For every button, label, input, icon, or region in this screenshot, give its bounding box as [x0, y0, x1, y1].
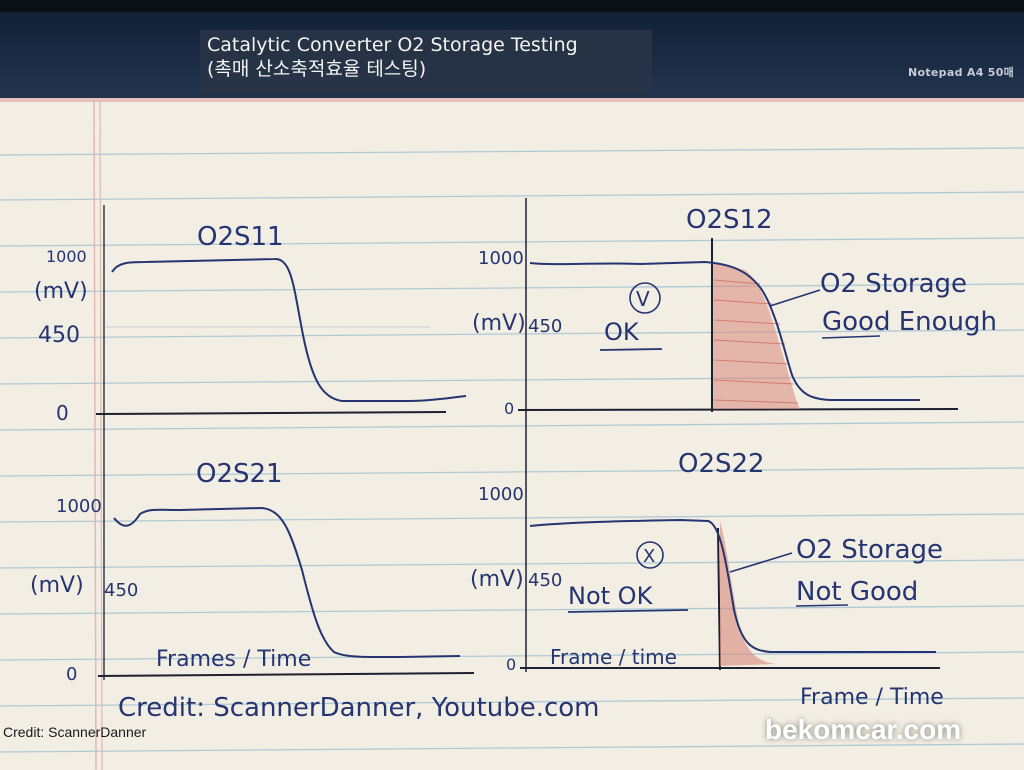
panel-title: O2S22 — [678, 449, 765, 479]
caption-box — [200, 30, 652, 94]
photo-credit: Credit: ScannerDanner — [3, 724, 147, 740]
paper-edge — [0, 98, 1024, 102]
note-underline — [821, 335, 881, 339]
o2-storage-shading — [720, 522, 776, 666]
panel-title: O2S12 — [686, 205, 773, 235]
y-unit-label: (mV) — [472, 311, 526, 336]
caption-line-2: (촉매 산소축적효율 테스팅) — [207, 58, 427, 80]
panel-o2s21: O2S21 1000 (mV) 450 0 Frames / Time — [30, 459, 475, 685]
y-unit-label: (mV) — [34, 279, 88, 304]
cover-edge — [0, 0, 1024, 12]
panel-o2s22: O2S22 1000 (mV) 450 0 X Not OK O2 Storag… — [470, 449, 943, 674]
margin-line — [93, 99, 97, 770]
storage-note-line2: Good Enough — [822, 307, 997, 337]
image-caption: Catalytic Converter O2 Storage Testing (… — [207, 33, 578, 81]
y-max-label: 1000 — [46, 247, 87, 266]
note-underline — [795, 604, 849, 607]
handwritten-credit: Credit: ScannerDanner, Youtube.com — [118, 693, 600, 723]
o2-sensor-trace — [111, 257, 467, 402]
y-mid-label: 450 — [528, 570, 562, 591]
y-max-label: 1000 — [56, 496, 102, 517]
y-max-label: 1000 — [478, 484, 524, 505]
y-zero-label: 0 — [56, 401, 69, 425]
y-zero-label: 0 — [504, 399, 514, 418]
sample-window-line — [717, 527, 721, 671]
storage-note-line1: O2 Storage — [820, 269, 967, 299]
y-mid-label: 450 — [104, 580, 138, 601]
o2-storage-shading — [713, 263, 800, 409]
o2-sensor-trace — [113, 506, 461, 659]
shading-hatch — [713, 279, 799, 404]
x-axis — [517, 408, 959, 411]
brand-watermark: bekomcar.com — [765, 714, 962, 745]
check-mark: V — [636, 287, 650, 311]
storage-note-line1: O2 Storage — [796, 535, 943, 565]
x-axis — [95, 411, 447, 415]
y-unit-label: (mV) — [470, 567, 524, 592]
x-axis-label: Frame / time — [550, 645, 677, 669]
x-axis — [97, 672, 475, 677]
pointer-line — [769, 289, 821, 307]
panel-o2s11: O2S11 1000 (mV) 450 0 — [34, 222, 467, 425]
cross-mark: X — [643, 546, 655, 567]
panel-title: O2S11 — [197, 222, 284, 252]
verdict-label: Not OK — [568, 582, 654, 610]
y-zero-label: 0 — [506, 655, 516, 674]
panel-o2s12: O2S12 1000 (mV) 450 0 V OK O2 St — [472, 205, 997, 418]
caption-line-1: Catalytic Converter O2 Storage Testing — [207, 34, 578, 56]
notepad-label: Notepad A4 50매 — [908, 66, 1015, 79]
frame-time-corner-label: Frame / Time — [800, 685, 944, 710]
y-unit-label: (mV) — [30, 573, 84, 598]
x-axis-label: Frames / Time — [156, 647, 311, 672]
storage-note-line2: Not Good — [796, 577, 918, 607]
ruled-lines — [0, 147, 1024, 753]
check-circle — [629, 282, 661, 314]
y-mid-label: 450 — [38, 323, 80, 348]
o2-sensor-trace — [529, 260, 920, 401]
margin-line-2 — [99, 99, 103, 770]
notebook-paper: O2S11 1000 (mV) 450 0 O2S12 1000 (mV) 45… — [0, 98, 1024, 770]
y-mid-label: 450 — [528, 316, 562, 337]
o2-sensor-trace — [529, 518, 936, 653]
sketch-sheet: O2S11 1000 (mV) 450 0 O2S12 1000 (mV) 45… — [0, 99, 1024, 770]
verdict-underline — [567, 609, 689, 613]
verdict-underline — [599, 348, 663, 351]
verdict-label: OK — [604, 318, 640, 346]
panel-title: O2S21 — [196, 459, 283, 489]
pointer-line — [729, 552, 793, 573]
y-max-label: 1000 — [478, 248, 524, 269]
y-zero-label: 0 — [66, 664, 77, 685]
cross-circle — [636, 541, 664, 569]
